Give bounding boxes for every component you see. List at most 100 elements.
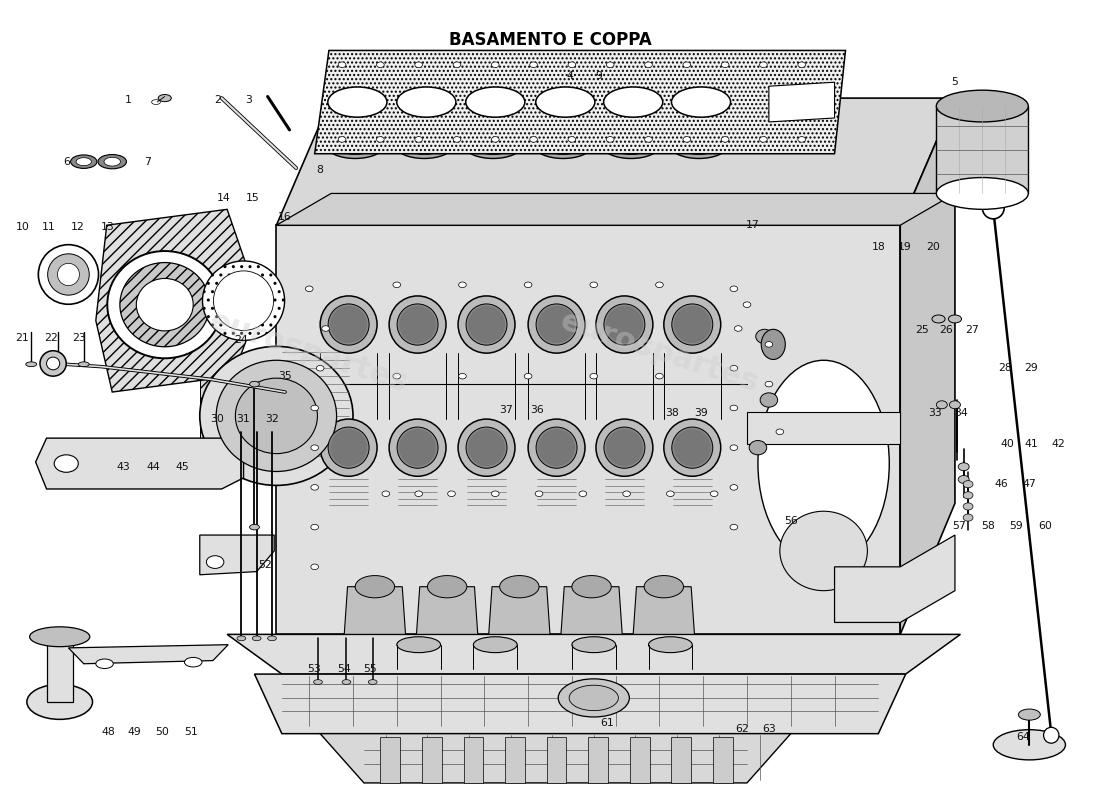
Ellipse shape (397, 427, 438, 468)
Ellipse shape (604, 427, 645, 468)
Text: 14: 14 (217, 194, 231, 203)
Ellipse shape (656, 282, 663, 287)
Ellipse shape (397, 87, 455, 117)
FancyBboxPatch shape (3, 2, 1097, 798)
Ellipse shape (760, 137, 767, 142)
Text: 48: 48 (101, 727, 114, 737)
Ellipse shape (603, 133, 659, 158)
Polygon shape (561, 586, 623, 634)
Ellipse shape (530, 62, 538, 67)
Text: 46: 46 (994, 479, 1008, 490)
Ellipse shape (397, 637, 441, 653)
Ellipse shape (311, 524, 319, 530)
Ellipse shape (606, 429, 642, 466)
Ellipse shape (964, 492, 974, 499)
Polygon shape (68, 645, 228, 664)
Polygon shape (276, 226, 900, 634)
Ellipse shape (535, 133, 592, 158)
Ellipse shape (758, 360, 889, 567)
Ellipse shape (711, 491, 718, 497)
Ellipse shape (656, 374, 663, 379)
Ellipse shape (459, 282, 466, 287)
Ellipse shape (760, 62, 767, 67)
Ellipse shape (932, 315, 945, 323)
Ellipse shape (590, 374, 597, 379)
Ellipse shape (674, 429, 711, 466)
Ellipse shape (376, 137, 384, 142)
Polygon shape (200, 535, 274, 574)
Ellipse shape (667, 491, 674, 497)
Ellipse shape (415, 491, 422, 497)
Ellipse shape (744, 302, 751, 307)
Ellipse shape (158, 94, 172, 102)
Ellipse shape (936, 90, 1028, 122)
Ellipse shape (730, 405, 738, 410)
Ellipse shape (464, 133, 521, 158)
Ellipse shape (596, 296, 653, 353)
Ellipse shape (250, 382, 260, 387)
Text: 18: 18 (871, 242, 886, 253)
Text: 23: 23 (73, 333, 86, 343)
Text: 1: 1 (125, 94, 132, 105)
Text: 2: 2 (213, 94, 221, 105)
Ellipse shape (536, 427, 578, 468)
Ellipse shape (185, 658, 202, 667)
Ellipse shape (40, 350, 66, 376)
Ellipse shape (355, 575, 395, 598)
Ellipse shape (672, 427, 713, 468)
Ellipse shape (798, 137, 805, 142)
Text: 36: 36 (530, 405, 543, 414)
Ellipse shape (936, 401, 947, 409)
Text: 35: 35 (278, 371, 292, 381)
Ellipse shape (760, 393, 778, 407)
Ellipse shape (569, 686, 618, 710)
FancyBboxPatch shape (671, 737, 691, 783)
Ellipse shape (342, 680, 351, 685)
Ellipse shape (120, 262, 210, 346)
Ellipse shape (399, 306, 436, 343)
Text: 29: 29 (1025, 363, 1038, 374)
Ellipse shape (645, 62, 652, 67)
Ellipse shape (389, 419, 446, 476)
Ellipse shape (405, 137, 443, 154)
Text: 13: 13 (101, 222, 114, 232)
Ellipse shape (235, 378, 318, 454)
Ellipse shape (499, 575, 539, 598)
Polygon shape (35, 438, 243, 489)
Ellipse shape (730, 366, 738, 371)
Ellipse shape (468, 429, 505, 466)
Ellipse shape (572, 637, 616, 653)
Ellipse shape (152, 100, 161, 105)
Ellipse shape (982, 197, 1004, 219)
Ellipse shape (250, 524, 260, 530)
Text: 9: 9 (596, 71, 603, 81)
Text: 43: 43 (117, 462, 130, 472)
Ellipse shape (663, 419, 720, 476)
Ellipse shape (108, 251, 222, 358)
FancyBboxPatch shape (630, 737, 650, 783)
Ellipse shape (453, 137, 461, 142)
Ellipse shape (26, 685, 92, 719)
Text: 17: 17 (746, 220, 759, 230)
Ellipse shape (949, 401, 960, 409)
Ellipse shape (320, 419, 377, 476)
Ellipse shape (679, 137, 718, 154)
Text: 55: 55 (364, 663, 377, 674)
Ellipse shape (528, 296, 585, 353)
Ellipse shape (672, 304, 713, 345)
Ellipse shape (735, 326, 743, 331)
Ellipse shape (766, 342, 772, 347)
Ellipse shape (964, 514, 974, 521)
FancyBboxPatch shape (588, 737, 608, 783)
Text: 63: 63 (762, 724, 776, 734)
Ellipse shape (492, 491, 499, 497)
Text: 25: 25 (915, 325, 930, 335)
Text: 39: 39 (694, 408, 708, 418)
Text: 22: 22 (44, 333, 58, 343)
Ellipse shape (964, 481, 974, 488)
Ellipse shape (52, 362, 63, 366)
Ellipse shape (330, 429, 367, 466)
Polygon shape (227, 634, 960, 674)
Ellipse shape (397, 304, 438, 345)
Ellipse shape (415, 62, 422, 67)
